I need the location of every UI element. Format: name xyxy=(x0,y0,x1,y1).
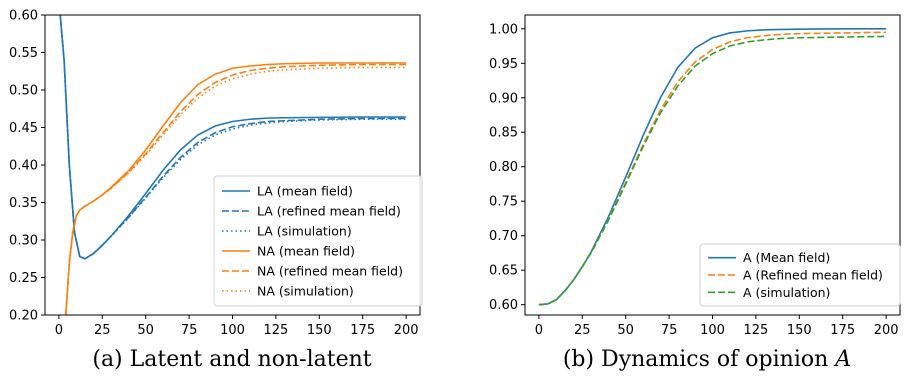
y-tick-label: 0.60 xyxy=(9,9,38,24)
y-tick-label: 0.90 xyxy=(489,91,518,106)
legend: A (Mean field) A (Refined mean field) A (s… xyxy=(699,243,901,307)
panel-caption: (a) Latent and non-latent xyxy=(92,347,371,372)
y-tick-label: 0.30 xyxy=(9,234,38,249)
x-tick-label: 0 xyxy=(55,323,63,338)
legend-label-1: A (Refined mean field) xyxy=(743,268,883,283)
x-tick-label: 100 xyxy=(700,323,725,338)
legend-label-0: A (Mean field) xyxy=(743,250,830,265)
series-group xyxy=(59,15,407,315)
series-line-1 xyxy=(59,15,407,260)
x-tick-label: 175 xyxy=(350,323,375,338)
panel-b: 0 25 50 75 100 125 150 175 200 0.60 0.65 0.70 0.75 0.… xyxy=(489,14,901,372)
y-tick-label: 0.25 xyxy=(9,271,38,286)
x-tick-label: 50 xyxy=(617,323,634,338)
x-tick-label: 125 xyxy=(263,323,288,338)
legend-label-0: LA (mean field) xyxy=(257,184,353,199)
y-tick-label: 0.50 xyxy=(9,84,38,99)
y-tick-label: 1.00 xyxy=(489,22,518,37)
panel-a: 0 25 50 75 100 125 150 175 200 0.20 0.25 0.30 0.35 0.… xyxy=(9,9,423,372)
legend-box xyxy=(699,243,901,307)
legend-label-3: NA (mean field) xyxy=(257,244,355,259)
y-tick-label: 0.55 xyxy=(9,46,38,61)
y-tick-label: 0.75 xyxy=(489,195,518,210)
x-tick-label: 25 xyxy=(94,323,111,338)
legend-label-2: LA (simulation) xyxy=(257,224,352,239)
y-tick-label: 0.95 xyxy=(489,57,518,72)
x-tick-label: 150 xyxy=(307,323,332,338)
x-tick-label: 75 xyxy=(181,323,198,338)
y-tick-label: 0.85 xyxy=(489,126,518,141)
x-tick-label: 200 xyxy=(394,323,419,338)
x-tick-label: 200 xyxy=(874,323,899,338)
y-tick-label: 0.20 xyxy=(9,309,38,324)
x-tick-label: 75 xyxy=(661,323,678,338)
series-line-2 xyxy=(538,35,887,306)
y-tick-label: 0.60 xyxy=(489,298,518,313)
y-tick-label: 0.35 xyxy=(9,196,38,211)
y-tick-label: 0.80 xyxy=(489,160,518,175)
legend-label-2: A (simulation) xyxy=(743,285,830,300)
legend-label-5: NA (simulation) xyxy=(257,284,354,299)
x-tick-label: 175 xyxy=(830,323,855,338)
x-tick-label: 150 xyxy=(787,323,812,338)
x-tick-label: 100 xyxy=(220,323,245,338)
y-tick-label: 0.65 xyxy=(489,264,518,279)
legend-box xyxy=(213,175,423,307)
legend-label-4: NA (refined mean field) xyxy=(257,264,403,279)
y-tick-label: 0.40 xyxy=(9,159,38,174)
series-line-4 xyxy=(65,63,407,315)
x-tick-label: 125 xyxy=(743,323,768,338)
legend-label-1: LA (refined mean field) xyxy=(257,204,401,219)
x-tick-label: 0 xyxy=(535,323,543,338)
series-group xyxy=(538,27,887,306)
x-tick-label: 25 xyxy=(574,323,591,338)
x-tick-label: 50 xyxy=(137,323,154,338)
panel-caption: (b) Dynamics of opinion A xyxy=(563,347,851,372)
legend: LA (mean field) LA (refined mean field) LA… xyxy=(213,175,423,307)
y-tick-label: 0.45 xyxy=(9,121,38,136)
y-tick-label: 0.70 xyxy=(489,229,518,244)
